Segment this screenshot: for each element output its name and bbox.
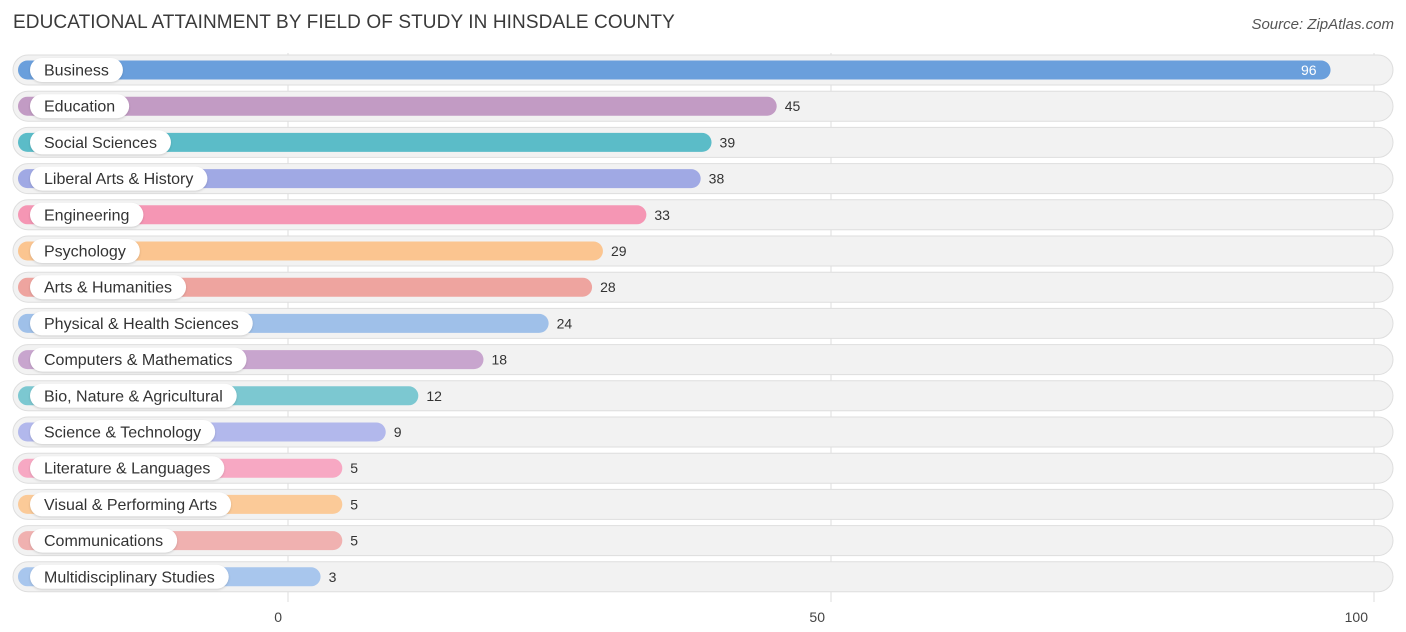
value-label: 29 <box>611 243 627 259</box>
value-label: 12 <box>426 388 442 404</box>
category-label-pill <box>30 456 225 481</box>
bar-row: Communications 5 <box>12 525 1394 557</box>
bar-row: Literature & Languages 5 <box>12 452 1394 484</box>
category-label: Business <box>44 63 109 80</box>
value-label: 5 <box>350 533 358 549</box>
value-label: 5 <box>350 496 358 512</box>
value-label: 3 <box>329 569 337 585</box>
bar-row: Visual & Performing Arts 5 <box>12 488 1394 520</box>
bar-track <box>12 452 1394 484</box>
bar <box>18 60 1331 80</box>
category-label: Science & Technology <box>44 425 201 442</box>
category-label: Physical & Health Sciences <box>44 316 239 333</box>
category-label-pill <box>30 58 123 82</box>
category-label-pill <box>30 420 216 444</box>
x-axis-ticks: 0 50 100 <box>274 609 1368 625</box>
bar <box>18 96 777 116</box>
value-label: 33 <box>654 207 670 223</box>
bar-row: Education 45 <box>12 90 1394 122</box>
category-label: Bio, Nature & Agricultural <box>44 388 223 405</box>
bar-row: Social Sciences 39 <box>12 126 1394 158</box>
value-label: 96 <box>1301 62 1317 78</box>
category-label-pill <box>30 275 187 300</box>
value-label: 38 <box>709 171 725 187</box>
category-label: Arts & Humanities <box>44 280 172 297</box>
bar-row: Computers & Mathematics 18 <box>12 344 1394 376</box>
tick-label-100: 100 <box>1345 609 1369 625</box>
value-label: 5 <box>350 460 358 476</box>
category-label: Literature & Languages <box>44 461 210 478</box>
bar-row: Business 96 <box>12 54 1394 86</box>
category-label-pill <box>30 130 171 155</box>
bar <box>18 205 647 225</box>
category-label-pill <box>30 492 232 517</box>
category-label-pill <box>30 383 237 408</box>
value-label: 28 <box>600 279 616 295</box>
chart-title: EDUCATIONAL ATTAINMENT BY FIELD OF STUDY… <box>13 12 675 33</box>
bar-row: Multidisciplinary Studies 3 <box>12 561 1394 593</box>
value-label: 39 <box>720 134 736 150</box>
bar-track <box>12 561 1394 593</box>
value-label: 45 <box>785 98 801 114</box>
category-label: Communications <box>44 533 163 550</box>
bar-row: Arts & Humanities 28 <box>12 271 1394 303</box>
bar-row: Engineering 33 <box>12 199 1394 231</box>
bar-row: Physical & Health Sciences 24 <box>12 307 1394 339</box>
bar-row: Psychology 29 <box>12 235 1394 267</box>
bar-track <box>12 488 1394 520</box>
category-label: Engineering <box>44 207 129 224</box>
category-label: Education <box>44 99 115 116</box>
tick-label-50: 50 <box>809 609 825 625</box>
bar-track <box>12 525 1394 557</box>
bar-row: Liberal Arts & History 38 <box>12 163 1394 195</box>
category-label-pill <box>30 347 247 372</box>
bar-row: Science & Technology 9 <box>12 416 1394 448</box>
category-label-pill <box>30 564 229 589</box>
value-label: 24 <box>557 315 573 331</box>
category-label-pill <box>30 166 208 191</box>
tick-label-0: 0 <box>274 609 282 625</box>
category-label-pill <box>30 94 130 119</box>
category-label: Computers & Mathematics <box>44 352 233 369</box>
chart-source: Source: ZipAtlas.com <box>1251 16 1394 33</box>
category-label: Liberal Arts & History <box>44 171 193 188</box>
bar <box>18 132 712 152</box>
value-label: 18 <box>491 352 507 368</box>
category-label: Psychology <box>44 244 126 261</box>
category-label-pill <box>30 202 144 227</box>
bar <box>18 241 603 261</box>
category-label: Social Sciences <box>44 135 157 152</box>
bar-row: Bio, Nature & Agricultural 12 <box>12 380 1394 412</box>
category-label-pill <box>30 239 140 263</box>
category-label: Multidisciplinary Studies <box>44 569 215 586</box>
category-label-pill <box>30 311 253 336</box>
category-label-pill <box>30 528 178 553</box>
value-label: 9 <box>394 424 402 440</box>
category-label: Visual & Performing Arts <box>44 497 217 514</box>
